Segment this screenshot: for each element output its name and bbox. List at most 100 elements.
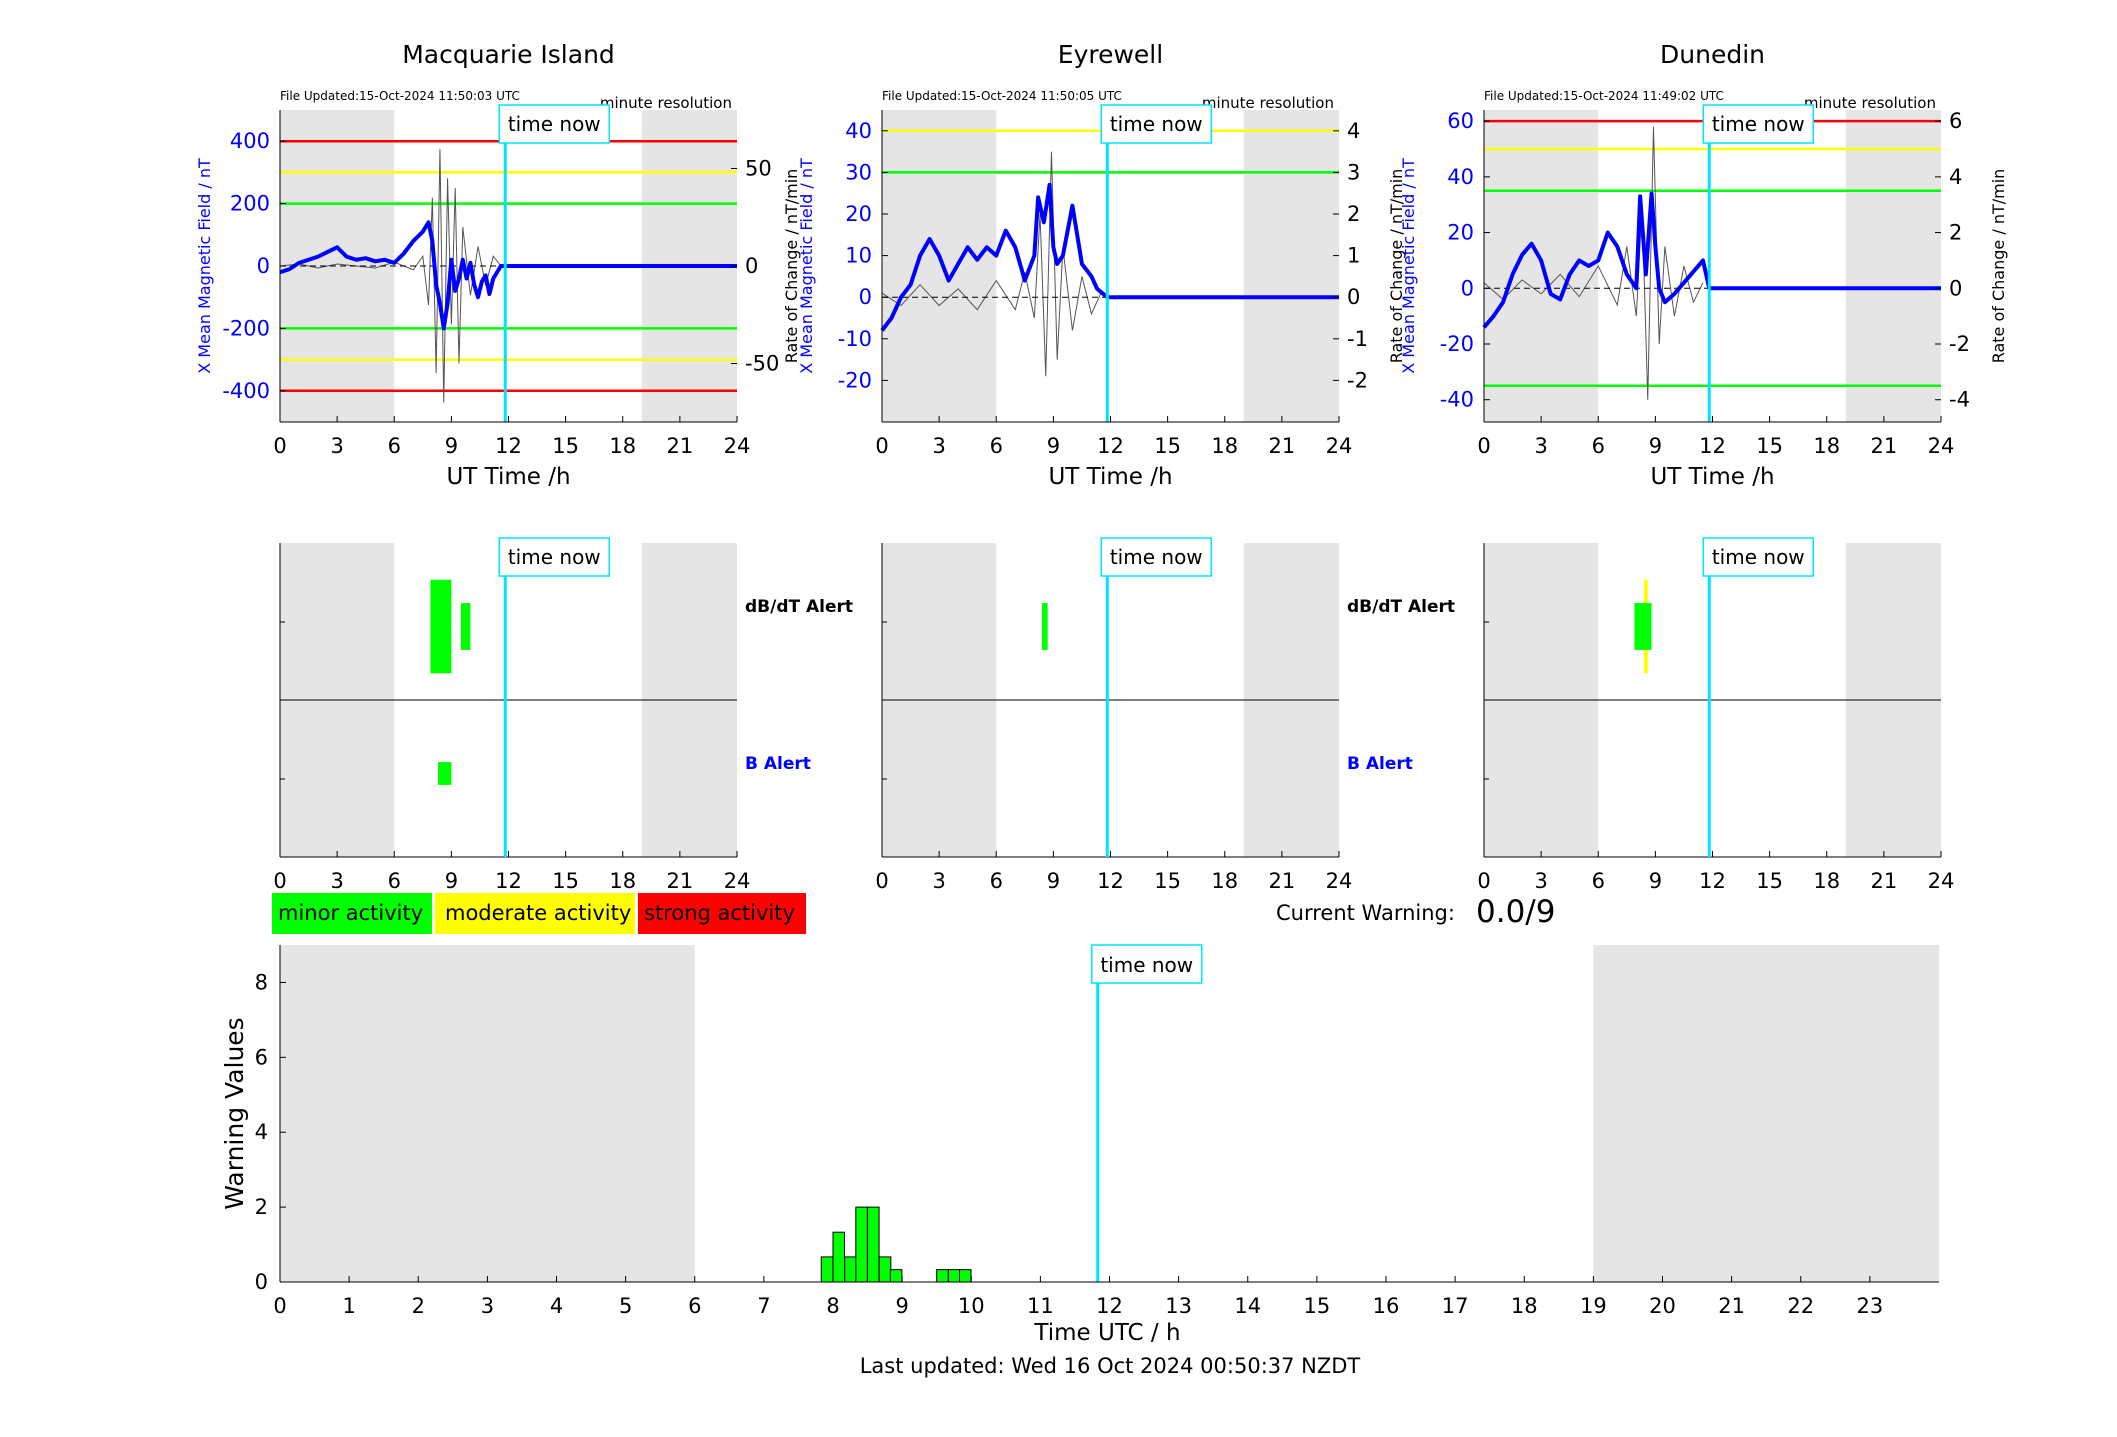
rate-of-change-line [881,151,1102,377]
x-tick-label: 3 [1534,434,1547,458]
time-now-box [1100,104,1213,144]
x-tick-label: 9 [1047,869,1060,893]
warning-bar [820,1256,834,1283]
y-tick-label: 2 [255,1195,268,1219]
legend-strong-label: strong activity [644,901,795,925]
x-tick-label: 3 [330,869,343,893]
x-tick-label: 9 [445,434,458,458]
x-tick-label: 3 [330,434,343,458]
x-tick-label: 12 [1097,869,1124,893]
x-tick-label: 21 [1718,1294,1745,1318]
x-tick-label: 18 [609,869,636,893]
resolution-text: minute resolution [1804,94,1936,112]
left-tick-label: -40 [1440,388,1474,412]
x-tick-label: 12 [1699,434,1726,458]
legend-minor-label: minor activity [278,901,423,925]
y-tick-label: 4 [255,1120,268,1144]
time-now-box [1702,537,1815,577]
legend-moderate-swatch [435,893,635,934]
night-band [1845,110,1941,422]
left-tick-label: -400 [222,379,270,403]
y-tick-label: 8 [255,970,268,994]
x-tick-label: 12 [495,869,522,893]
field-line [1482,191,1941,329]
x-tick-label: 24 [1928,434,1955,458]
y-axis-label: Warning Values [220,1017,249,1209]
left-tick-label: 20 [1447,221,1474,245]
warning-bar [832,1231,846,1283]
right-y-axis-label: Rate of Change / nT/min [782,169,801,364]
last-updated-footer: Last updated: Wed 16 Oct 2024 00:50:37 N… [860,1354,1361,1378]
x-tick-label: 6 [388,434,401,458]
x-tick-label: 12 [495,434,522,458]
x-tick-label: 15 [1756,869,1783,893]
left-tick-label: -20 [838,368,872,392]
night-band [1243,110,1339,422]
left-tick-label: 0 [859,285,872,309]
dbdt-alert-block-minor [430,579,452,674]
time-now-box [1702,104,1815,144]
x-tick-label: 3 [932,434,945,458]
warning-bar [958,1269,972,1283]
x-tick-label: 0 [273,1294,286,1318]
x-tick-label: 17 [1442,1294,1469,1318]
warning-bar [867,1206,880,1283]
station-plot-0: Macquarie Island File Updated:15-Oct-2024… [195,40,779,490]
station-title: Macquarie Island [402,40,615,69]
right-tick-label: 2 [1347,202,1360,226]
file-updated-text: File Updated:15-Oct-2024 11:49:02 UTC [1484,89,1724,103]
x-tick-label: 1 [342,1294,355,1318]
right-tick-label: -4 [1949,388,1970,412]
resolution-text: minute resolution [600,94,732,112]
alert-panel-1: time now dB/dT Alert B Alert 0 3 6 9 12 15 18 21 24 [875,537,1455,893]
field-line [279,220,737,331]
y-tick-label: 6 [255,1045,268,1069]
current-warning: Current Warning: 0.0/9 [1276,894,1555,930]
station-plot-1: Eyrewell File Updated:15-Oct-2024 11:50:0… [797,40,1406,490]
x-tick-label: 21 [1269,434,1296,458]
x-tick-label: 7 [757,1294,770,1318]
x-tick-label: 21 [667,434,694,458]
night-band [1593,945,1939,1282]
x-tick-label: 0 [1477,434,1490,458]
x-tick-label: 18 [609,434,636,458]
x-tick-label: 24 [1928,869,1955,893]
night-band [882,110,997,422]
time-now-box [498,537,611,577]
right-tick-label: 3 [1347,160,1360,184]
x-tick-label: 0 [875,434,888,458]
dbdt-alert-label: dB/dT Alert [1347,597,1455,617]
y-tick-label: 0 [255,1270,268,1294]
x-tick-label: 9 [1047,434,1060,458]
x-tick-label: 24 [724,869,751,893]
x-tick-label: 15 [1154,434,1181,458]
x-tick-label: 9 [1649,434,1662,458]
right-tick-label: 0 [745,254,758,278]
time-now-label: time now [1100,953,1193,977]
x-tick-label: 3 [481,1294,494,1318]
right-tick-label: 4 [1347,119,1360,143]
x-tick-label: 3 [932,869,945,893]
time-now-label: time now [1712,112,1805,136]
right-y-axis-label: Rate of Change / nT/min [1989,169,2008,364]
left-tick-label: -10 [838,327,872,351]
x-tick-label: 6 [1592,434,1605,458]
x-tick-label: 21 [1269,869,1296,893]
x-tick-label: 6 [688,1294,701,1318]
warning-bar [889,1269,903,1283]
warning-bar [844,1256,857,1283]
time-now-label: time now [508,545,601,569]
x-tick-label: 23 [1857,1294,1884,1318]
warning-bar [947,1269,961,1283]
warning-bar [878,1256,892,1283]
x-tick-label: 15 [1304,1294,1331,1318]
x-tick-label: 18 [1813,434,1840,458]
x-tick-label: 24 [1326,434,1353,458]
right-tick-label: 50 [745,157,772,181]
x-tick-label: 19 [1580,1294,1607,1318]
time-now-label: time now [1110,545,1203,569]
station-plot-2: Dunedin File Updated:15-Oct-2024 11:49:02… [1399,40,2008,490]
right-tick-label: 6 [1949,109,1962,133]
x-tick-label: 15 [552,869,579,893]
